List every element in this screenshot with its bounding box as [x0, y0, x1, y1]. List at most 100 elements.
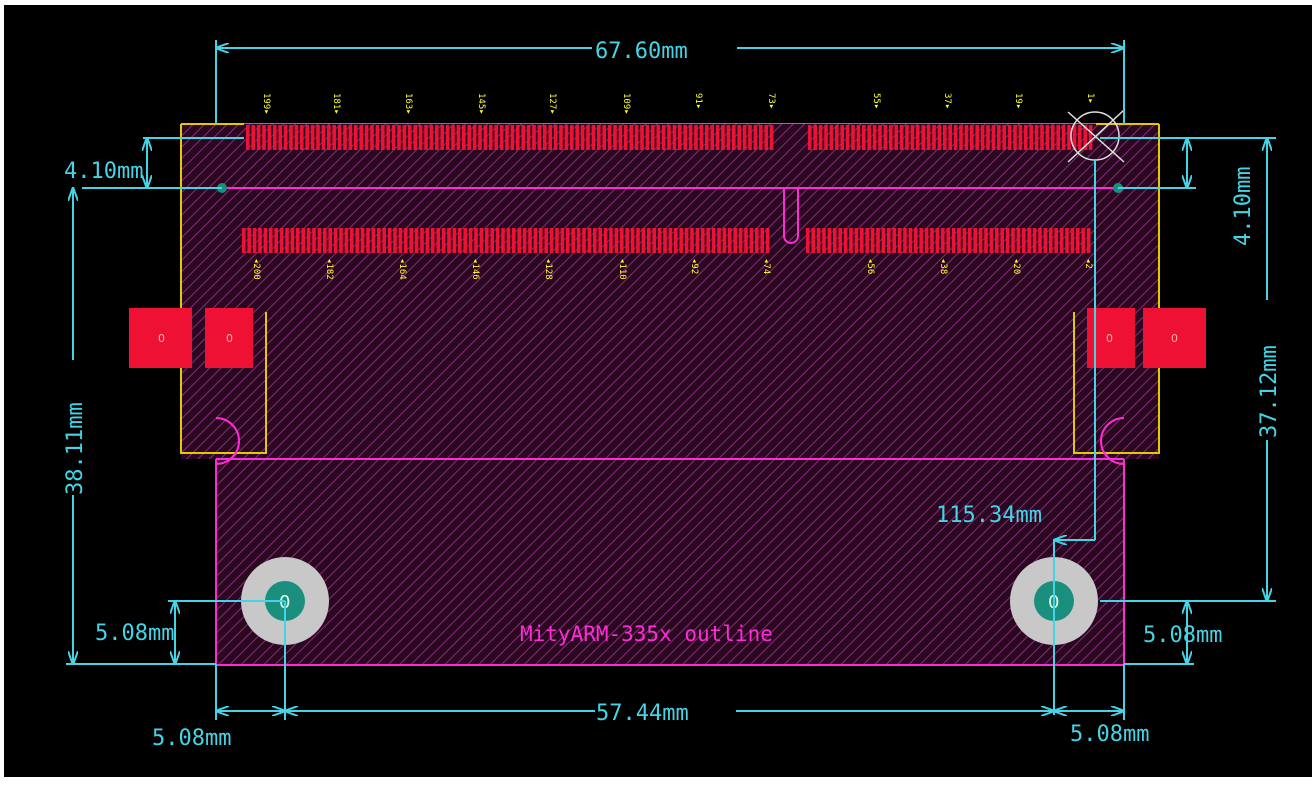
connector-pad [878, 125, 882, 150]
connector-pad [413, 125, 417, 150]
connector-pad [900, 125, 904, 150]
connector-pad [970, 125, 974, 150]
connector-pad [305, 125, 309, 150]
connector-pad [750, 228, 754, 253]
connector-pad [986, 125, 990, 150]
connector-pad [903, 228, 907, 253]
connector-pad [462, 125, 466, 150]
connector-pad [440, 125, 444, 150]
connector-pad [683, 125, 687, 150]
connector-pad [679, 228, 683, 253]
connector-pad [1033, 228, 1037, 253]
connector-pad [598, 228, 602, 253]
connector-pad [669, 228, 673, 253]
connector-pad [732, 125, 736, 150]
connector-pad [733, 228, 737, 253]
connector-pad [615, 228, 619, 253]
connector-pad [727, 125, 731, 150]
dimension-label: 4.10mm [1231, 167, 1256, 246]
connector-pad [844, 228, 848, 253]
connector-pad [593, 228, 597, 253]
connector-pad [327, 125, 331, 150]
connector-pad [431, 228, 435, 253]
connector-pad [323, 228, 327, 253]
connector-pad [640, 125, 644, 150]
connector-pad [485, 228, 489, 253]
connector-pad [349, 125, 353, 150]
connector-pad [689, 125, 693, 150]
connector-pad [965, 125, 969, 150]
connector-pad [511, 125, 515, 150]
connector-pad [685, 228, 689, 253]
connector-pad [388, 228, 392, 253]
connector-pad [523, 228, 527, 253]
connector-pad [1087, 228, 1091, 253]
connector-pad [570, 125, 574, 150]
pin-number-label: 91▸ [693, 93, 703, 109]
connector-pad [300, 125, 304, 150]
connector-pad [312, 228, 316, 253]
connector-pad [343, 125, 347, 150]
pin-number-label: 109▸ [621, 93, 631, 115]
connector-pad [642, 228, 646, 253]
connector-pad [930, 228, 934, 253]
pin-number-label: ◂74 [761, 258, 771, 274]
connector-pad [862, 125, 866, 150]
connector-pad [936, 228, 940, 253]
connector-pad [700, 125, 704, 150]
connector-pad [555, 228, 559, 253]
connector-pad [766, 228, 770, 253]
connector-pad [246, 125, 250, 150]
connector-pad [760, 228, 764, 253]
connector-pad [446, 125, 450, 150]
connector-pad [463, 228, 467, 253]
connector-pad [884, 125, 888, 150]
connector-pad [619, 125, 623, 150]
dimension-label: 57.44mm [596, 701, 689, 726]
connector-pad [474, 228, 478, 253]
connector-pad [629, 125, 633, 150]
connector-pad [419, 125, 423, 150]
connector-pad [739, 228, 743, 253]
connector-pad [377, 228, 381, 253]
connector-pad [710, 125, 714, 150]
connector-pad [435, 125, 439, 150]
side-pads-left: 0 0 [129, 308, 253, 368]
connector-pad [550, 228, 554, 253]
connector-pad [876, 228, 880, 253]
dimension-label: 38.11mm [63, 402, 88, 495]
dimension-label: 4.10mm [64, 159, 143, 184]
connector-pad [911, 125, 915, 150]
connector-pad [755, 228, 759, 253]
connector-pad [350, 228, 354, 253]
connector-pad [582, 228, 586, 253]
connector-pad [770, 125, 774, 150]
connector-pad [469, 228, 473, 253]
connector-pad [426, 228, 430, 253]
connector-pad [830, 125, 834, 150]
connector-pad [268, 125, 272, 150]
connector-pad [284, 125, 288, 150]
connector-pad [500, 125, 504, 150]
connector-pad [662, 125, 666, 150]
connector-pad [1000, 228, 1004, 253]
pin-number-label: 73▸ [766, 93, 776, 109]
connector-pad [905, 125, 909, 150]
dimension-label: 5.08mm [1070, 722, 1149, 747]
connector-pad [925, 228, 929, 253]
connector-pad [447, 228, 451, 253]
connector-pad [651, 125, 655, 150]
connector-pad [318, 228, 322, 253]
connector-pad [941, 228, 945, 253]
dimension-label: 67.60mm [595, 39, 688, 64]
connector-pad [602, 125, 606, 150]
connector-pad [892, 228, 896, 253]
connector-pad [571, 228, 575, 253]
connector-pad [1029, 125, 1033, 150]
connector-pad [1017, 228, 1021, 253]
connector-pad [840, 125, 844, 150]
connector-pad [979, 228, 983, 253]
connector-pad [871, 228, 875, 253]
connector-pad [247, 228, 251, 253]
